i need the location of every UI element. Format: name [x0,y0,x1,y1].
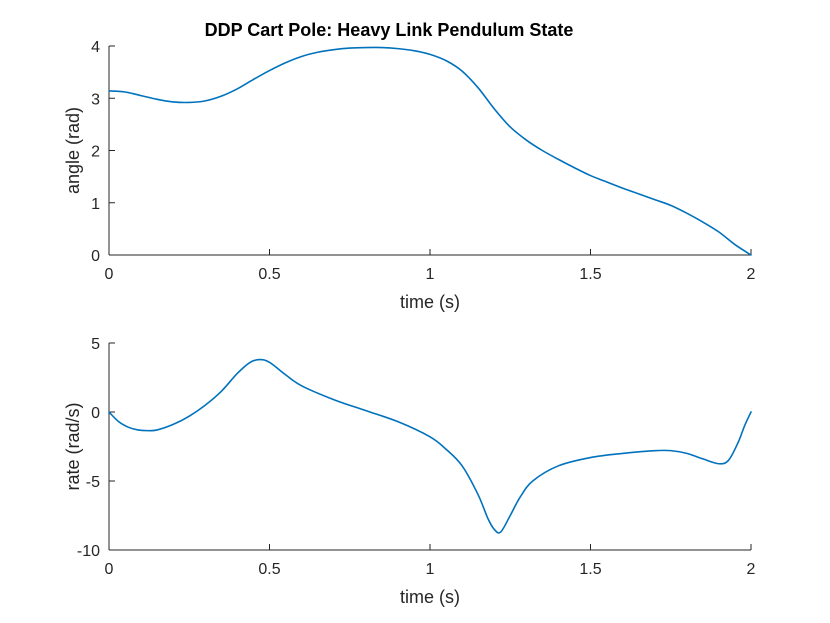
angle-y-tick-label: 3 [91,91,100,108]
rate-y-tick-label: 5 [91,336,100,353]
rate-x-tick-label: 0.5 [258,561,280,578]
angle-plot: 0 0.5 1 1.5 2 0 1 2 3 4 time (s) angle (rad) [63,39,756,312]
angle-x-tick-label: 0 [105,266,114,283]
rate-y-tick-label: -10 [77,543,100,560]
angle-plot-axes [108,46,751,256]
angle-x-tick-label: 1.5 [579,266,601,283]
rate-x-tick-label: 1.5 [579,561,601,578]
angle-plot-xlabel: time (s) [400,292,460,312]
rate-plot-axes [108,343,751,551]
rate-y-tick-label: 0 [91,405,100,422]
rate-series-line [108,358,752,534]
angle-y-tick-label: 0 [91,248,100,265]
rate-y-tick-label: -5 [86,474,100,491]
rate-x-tick-label: 2 [747,561,756,578]
rate-plot-xlabel: time (s) [400,587,460,607]
rate-plot-ticks: 0 0.5 1 1.5 2 -10 -5 0 5 [77,336,756,578]
angle-y-tick-label: 2 [91,144,100,161]
angle-x-tick-label: 2 [747,266,756,283]
angle-y-tick-label: 4 [91,39,100,56]
rate-plot: 0 0.5 1 1.5 2 -10 -5 0 5 time (s) rate (rad/s) [63,336,756,607]
angle-plot-ylabel: angle (rad) [63,107,83,194]
rate-x-tick-label: 1 [426,561,435,578]
angle-plot-ticks: 0 0.5 1 1.5 2 0 1 2 3 4 [91,39,755,283]
angle-x-tick-label: 1 [426,266,435,283]
angle-y-tick-label: 1 [91,196,100,213]
angle-series-line [108,46,752,256]
figure-title: DDP Cart Pole: Heavy Link Pendulum State [205,20,574,40]
rate-plot-ylabel: rate (rad/s) [63,402,83,490]
angle-x-tick-label: 0.5 [258,266,280,283]
rate-x-tick-label: 0 [105,561,114,578]
